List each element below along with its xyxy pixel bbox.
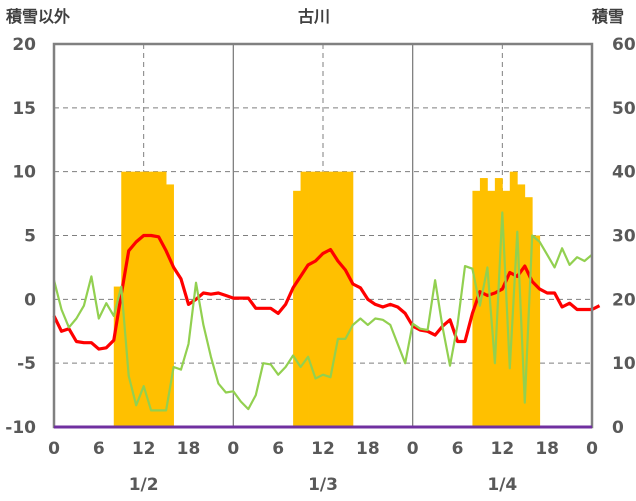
x-tick-label: 0 [407, 439, 419, 459]
right-tick-label: 40 [612, 163, 636, 183]
wind-line [52, 211, 593, 412]
left-tick-labels: -10 -5 0 5 10 15 20 [5, 35, 36, 438]
x-tick-label: 12 [132, 439, 156, 459]
snow-bar [136, 171, 145, 427]
x-tick-label: 18 [535, 439, 559, 459]
right-axis-title: 積雪 [591, 7, 624, 26]
snow-bar [479, 178, 488, 427]
snow-bar [128, 171, 137, 427]
left-tick-label: 10 [12, 163, 36, 183]
right-tick-labels: 0 10 20 30 40 50 60 [612, 35, 636, 438]
x-tick-label: 6 [272, 439, 284, 459]
left-tick-label: 5 [24, 227, 36, 247]
left-tick-label: 20 [12, 35, 36, 55]
data-lines [52, 211, 601, 412]
snow-bar [330, 171, 339, 427]
right-tick-label: 10 [612, 354, 636, 374]
snow-bar [143, 171, 152, 427]
x-tick-label: 12 [311, 439, 335, 459]
day-label: 1/3 [308, 475, 338, 495]
right-tick-label: 0 [612, 418, 624, 438]
chart-title: 古川 [298, 7, 330, 26]
x-tick-labels: 0 6 12 18 0 6 12 18 0 6 12 18 0 [48, 439, 598, 459]
snow-bar [158, 171, 167, 427]
x-tick-label: 18 [177, 439, 201, 459]
left-tick-label: -5 [17, 354, 36, 374]
snow-bar [532, 235, 541, 427]
left-tick-label: -10 [5, 418, 36, 438]
left-axis-title: 積雪以外 [5, 7, 70, 26]
snow-bar [308, 171, 316, 427]
snow-bar [166, 184, 174, 427]
snow-bar [337, 171, 346, 427]
plot-frame [52, 42, 594, 429]
x-tick-label: 0 [48, 439, 60, 459]
snow-bar [345, 171, 354, 427]
right-tick-label: 50 [612, 99, 636, 119]
x-tick-label: 0 [227, 439, 239, 459]
right-tick-label: 30 [612, 227, 636, 247]
right-tick-label: 20 [612, 290, 636, 310]
x-tick-label: 6 [452, 439, 464, 459]
snow-bar [121, 171, 130, 427]
right-tick-label: 60 [612, 35, 636, 55]
left-tick-label: 0 [24, 290, 36, 310]
x-tick-label: 18 [356, 439, 380, 459]
left-tick-label: 15 [12, 99, 36, 119]
x-tick-label: 0 [586, 439, 598, 459]
snow-bar [113, 286, 122, 427]
snow-bar [151, 171, 160, 427]
day-labels: 1/2 1/3 1/4 [129, 475, 518, 495]
temperature-line [52, 233, 601, 351]
x-tick-label: 6 [93, 439, 105, 459]
snow-bar [323, 171, 331, 427]
x-tick-label: 12 [490, 439, 514, 459]
snow-bar [315, 171, 324, 427]
day-label: 1/4 [487, 475, 517, 495]
snow-bar [293, 190, 301, 427]
snow-bar [300, 171, 309, 427]
day-label: 1/2 [129, 475, 159, 495]
snow-bar [472, 190, 481, 427]
